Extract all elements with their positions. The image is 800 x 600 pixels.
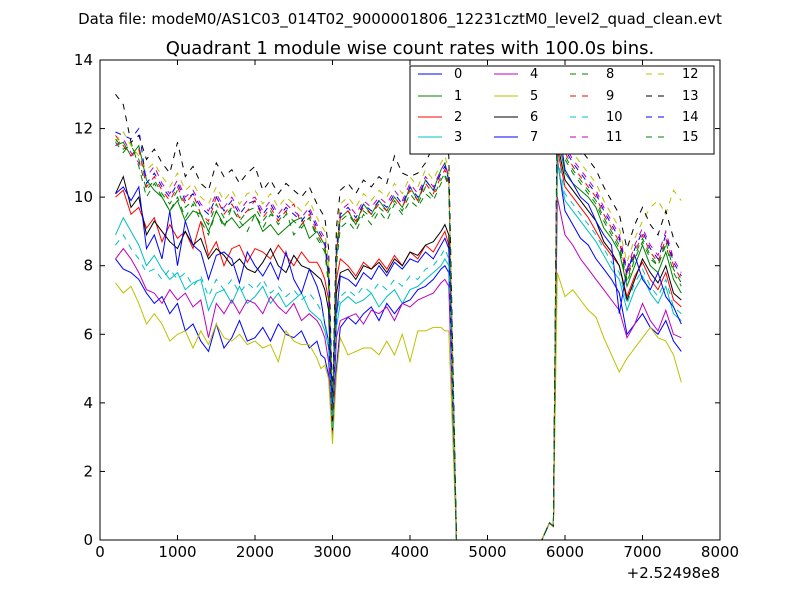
legend-box bbox=[409, 65, 715, 155]
series-line-2 bbox=[115, 149, 682, 541]
series-line-10 bbox=[115, 155, 682, 541]
x-tick-label: 1000 bbox=[158, 543, 196, 561]
legend-label-1: 1 bbox=[454, 89, 462, 104]
series-line-14 bbox=[115, 104, 682, 541]
x-tick-label: 2000 bbox=[236, 543, 274, 561]
y-tick-label: 4 bbox=[83, 394, 93, 412]
x-tick-label: 8000 bbox=[701, 543, 739, 561]
legend-label-8: 8 bbox=[606, 67, 614, 82]
legend-label-13: 13 bbox=[682, 89, 699, 104]
series-line-12 bbox=[115, 97, 682, 541]
legend-label-2: 2 bbox=[454, 110, 462, 125]
y-tick-label: 0 bbox=[83, 531, 93, 549]
x-tick-label: 6000 bbox=[546, 543, 584, 561]
data-file-label: Data file: modeM0/AS1C03_014T02_90000018… bbox=[78, 10, 722, 29]
x-tick-label: 4000 bbox=[391, 543, 429, 561]
x-offset-label: +2.52498e8 bbox=[627, 564, 720, 582]
series-line-5 bbox=[115, 272, 682, 541]
series-line-4 bbox=[115, 197, 682, 541]
y-tick-label: 2 bbox=[83, 462, 93, 480]
x-tick-label: 3000 bbox=[313, 543, 351, 561]
legend-label-11: 11 bbox=[606, 130, 623, 145]
chart-title: Quadrant 1 module wise count rates with … bbox=[166, 38, 655, 59]
legend-label-14: 14 bbox=[682, 110, 699, 125]
series-line-11 bbox=[115, 101, 682, 541]
y-tick-label: 8 bbox=[83, 257, 93, 275]
legend-label-5: 5 bbox=[530, 89, 538, 104]
series-line-8 bbox=[115, 118, 682, 541]
series-line-9 bbox=[115, 107, 682, 541]
y-tick-label: 6 bbox=[83, 325, 93, 343]
series-line-15 bbox=[115, 111, 682, 541]
legend-label-12: 12 bbox=[682, 67, 699, 82]
y-tick-label: 10 bbox=[74, 188, 93, 206]
series-line-1 bbox=[115, 131, 682, 541]
legend-label-0: 0 bbox=[454, 67, 462, 82]
series-line-7 bbox=[115, 114, 682, 541]
y-tick-label: 12 bbox=[74, 120, 93, 138]
legend-label-7: 7 bbox=[530, 130, 538, 145]
legend-label-10: 10 bbox=[606, 110, 623, 125]
series-layer bbox=[115, 87, 682, 541]
series-line-13 bbox=[115, 87, 682, 541]
series-line-0 bbox=[115, 159, 682, 541]
legend-label-3: 3 bbox=[454, 130, 462, 145]
series-line-6 bbox=[115, 142, 682, 541]
tick-layer: 0 1000 2000 3000 4000 5000 6000 7000 80000246810… bbox=[74, 51, 739, 561]
x-tick-label: 7000 bbox=[623, 543, 661, 561]
legend-label-9: 9 bbox=[606, 89, 614, 104]
x-tick-label: 5000 bbox=[468, 543, 506, 561]
x-tick-label: 0 bbox=[95, 543, 105, 561]
legend-label-4: 4 bbox=[530, 67, 538, 82]
series-line-3 bbox=[115, 162, 682, 541]
y-tick-label: 14 bbox=[74, 51, 93, 69]
legend-label-6: 6 bbox=[530, 110, 538, 125]
legend-label-15: 15 bbox=[682, 130, 699, 145]
